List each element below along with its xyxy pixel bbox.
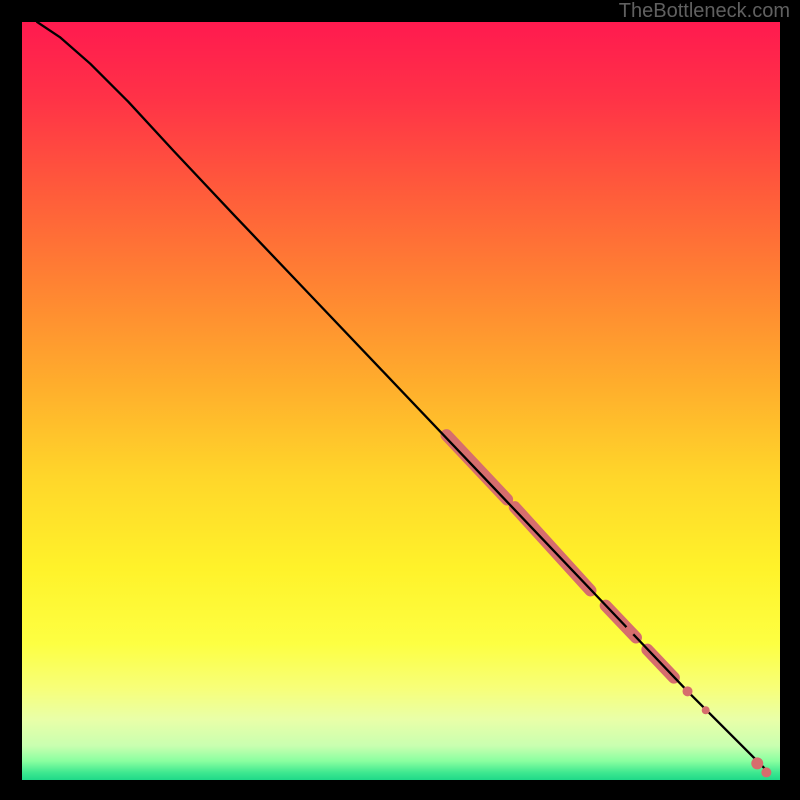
plot-area: [22, 22, 780, 780]
marker-dot: [702, 706, 710, 714]
marker-dot: [761, 767, 771, 777]
curve-line: [37, 22, 765, 769]
marker-dot: [683, 686, 693, 696]
watermark-text: TheBottleneck.com: [619, 0, 790, 23]
marker-dot: [751, 757, 763, 769]
marker-segment: [446, 435, 507, 499]
marker-dot: [625, 626, 635, 636]
chart-container: TheBottleneck.com: [0, 0, 800, 800]
chart-overlay: [22, 22, 780, 780]
